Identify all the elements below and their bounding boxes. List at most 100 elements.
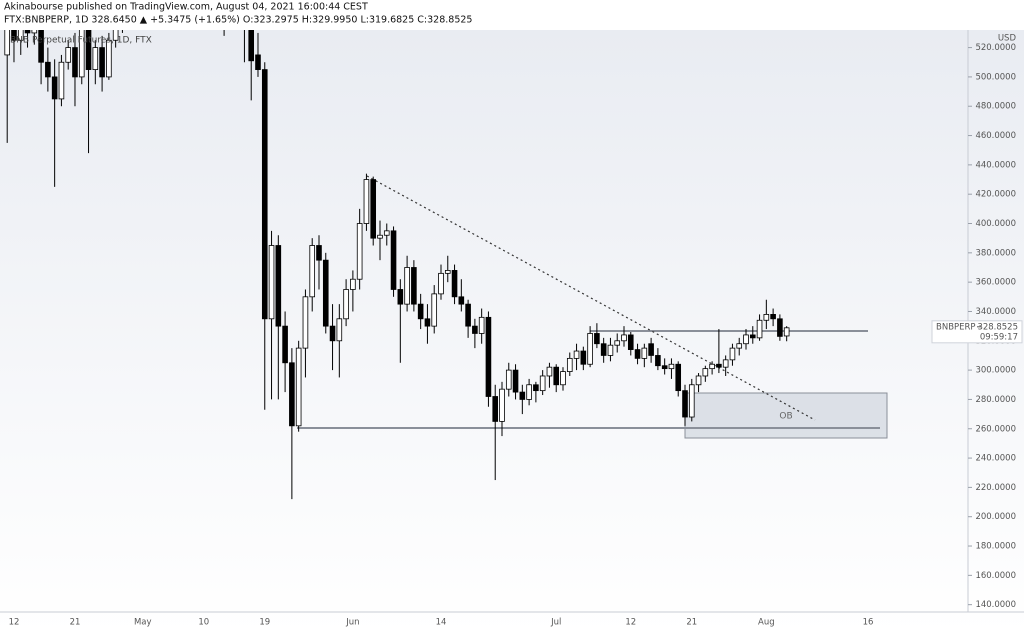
plot: [4, 30, 888, 500]
y-tick-label: 160.0000: [975, 571, 1016, 581]
candle-body: [472, 325, 478, 334]
candle-body: [24, 30, 31, 34]
x-tick-label: 12: [9, 618, 20, 628]
candle-body: [438, 272, 444, 295]
candle-body: [600, 343, 607, 356]
y-tick-label: 520.0000: [975, 43, 1016, 53]
candle-body: [112, 30, 119, 41]
candle-body: [587, 333, 593, 365]
ob-label: OB: [779, 412, 792, 422]
candle-body: [709, 363, 715, 370]
candle-body: [580, 350, 587, 365]
candle-body: [329, 325, 336, 342]
candle-body: [92, 47, 99, 70]
x-tick-label: 21: [686, 618, 697, 628]
candle-body: [431, 293, 438, 327]
candle-body: [763, 314, 770, 321]
candle-body: [777, 318, 783, 337]
candle-body: [566, 357, 573, 372]
candle-body: [275, 245, 282, 327]
candle-body: [634, 349, 641, 359]
candle-body: [546, 366, 553, 377]
candle-body: [743, 334, 749, 345]
candle-body: [390, 230, 397, 290]
candle-body: [356, 223, 363, 280]
candle-body: [411, 267, 417, 305]
candle-body: [607, 344, 614, 356]
candle-body: [614, 340, 621, 346]
candle-body: [770, 314, 776, 320]
x-tick-label: 12: [625, 618, 636, 628]
candle-body: [45, 61, 51, 78]
y-tick-label: 200.0000: [975, 512, 1016, 522]
candle-body: [106, 39, 112, 78]
candle-body: [458, 296, 465, 305]
chart-title: BNB Perpetual Futures, 1D, FTX: [10, 36, 152, 46]
y-tick-label: 220.0000: [975, 483, 1016, 493]
y-tick-label: 400.0000: [975, 219, 1016, 229]
plot-bg: [0, 30, 1024, 634]
candle-body: [282, 325, 288, 364]
candle-body: [11, 30, 17, 41]
y-tick-label: 140.0000: [975, 600, 1016, 610]
y-tick-label: 360.0000: [975, 278, 1016, 288]
trend-line: [366, 175, 816, 421]
candle-body: [417, 303, 424, 320]
header-bg: [0, 0, 1024, 30]
candle-body: [716, 363, 722, 368]
candle-body: [424, 318, 431, 327]
y-tick-label: 240.0000: [975, 454, 1016, 464]
candle-body: [675, 363, 682, 392]
candle-body: [573, 350, 580, 359]
y-tick-label: 300.0000: [975, 366, 1016, 376]
y-axis-label: USD: [998, 34, 1017, 44]
y-tick-label: 480.0000: [975, 102, 1016, 112]
candle-body: [505, 369, 512, 390]
price-label-symbol: BNBPERP: [936, 322, 976, 332]
candle-body: [31, 30, 38, 34]
x-tick-label: Jun: [345, 618, 359, 628]
x-tick-label: Aug: [758, 618, 775, 628]
candle-body: [451, 270, 458, 298]
header-line2: FTX:BNBPERP, 1D 328.6450 ▲ +5.3475 (+1.6…: [4, 15, 472, 26]
candle-body: [4, 30, 11, 56]
x-tick-label: 21: [70, 618, 81, 628]
candle-body: [404, 267, 410, 305]
candle-body: [695, 375, 702, 386]
y-tick-label: 380.0000: [975, 248, 1016, 258]
candle-body: [512, 369, 519, 393]
candle-body: [729, 347, 736, 361]
candle-body: [539, 375, 546, 392]
candle-body: [722, 359, 729, 368]
candle-body: [309, 245, 316, 298]
candle-body: [444, 270, 451, 274]
candle-body: [343, 289, 349, 320]
y-tick-label: 500.0000: [975, 72, 1016, 82]
ob-zone: [684, 392, 888, 439]
candle-body: [560, 371, 566, 386]
candle-body: [526, 384, 532, 400]
candle-body: [72, 47, 78, 78]
candle-body: [478, 316, 485, 334]
candle-body: [682, 390, 688, 418]
candle-body: [533, 384, 539, 392]
y-tick-label: 440.0000: [975, 160, 1016, 170]
candle-body: [627, 334, 634, 350]
candle-body: [350, 278, 356, 290]
candle-body: [519, 391, 526, 400]
y-tick-label: 460.0000: [975, 131, 1016, 141]
candle-body: [316, 245, 322, 261]
candle-body: [58, 61, 65, 100]
price-label-box: [931, 320, 1023, 344]
candle-body: [702, 368, 709, 377]
y-tick-label: 180.0000: [975, 542, 1016, 552]
candle-body: [594, 333, 600, 345]
candle-body: [38, 30, 44, 63]
candle-body: [661, 365, 668, 370]
candle-body: [668, 363, 675, 370]
x-tick-label: 14: [436, 618, 447, 628]
y-tick-label: 280.0000: [975, 395, 1016, 405]
candle-body: [255, 54, 261, 70]
